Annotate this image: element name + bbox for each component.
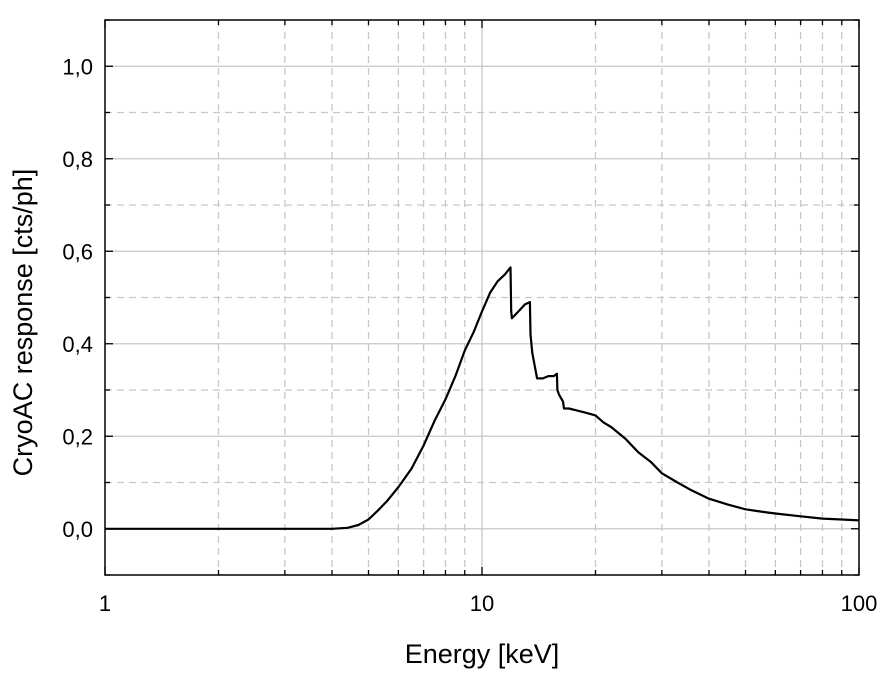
x-tick-label: 1 — [99, 591, 111, 616]
y-tick-label: 0,0 — [62, 517, 93, 542]
y-tick-label: 1,0 — [62, 54, 93, 79]
grid — [105, 20, 859, 575]
axis-ticks — [104, 19, 860, 576]
y-axis-title: CryoAC response [cts/ph] — [8, 169, 38, 477]
x-axis-title: Energy [keV] — [405, 639, 560, 669]
y-tick-label: 0,4 — [62, 332, 93, 357]
y-tick-label: 0,6 — [62, 239, 93, 264]
y-tick-label: 0,8 — [62, 147, 93, 172]
tick-labels: 1 10 100 0,0 0,2 0,4 0,6 0,8 1,0 — [62, 54, 877, 616]
x-tick-label: 100 — [841, 591, 878, 616]
x-tick-label: 10 — [470, 591, 494, 616]
y-tick-label: 0,2 — [62, 424, 93, 449]
response-curve — [105, 266, 860, 530]
